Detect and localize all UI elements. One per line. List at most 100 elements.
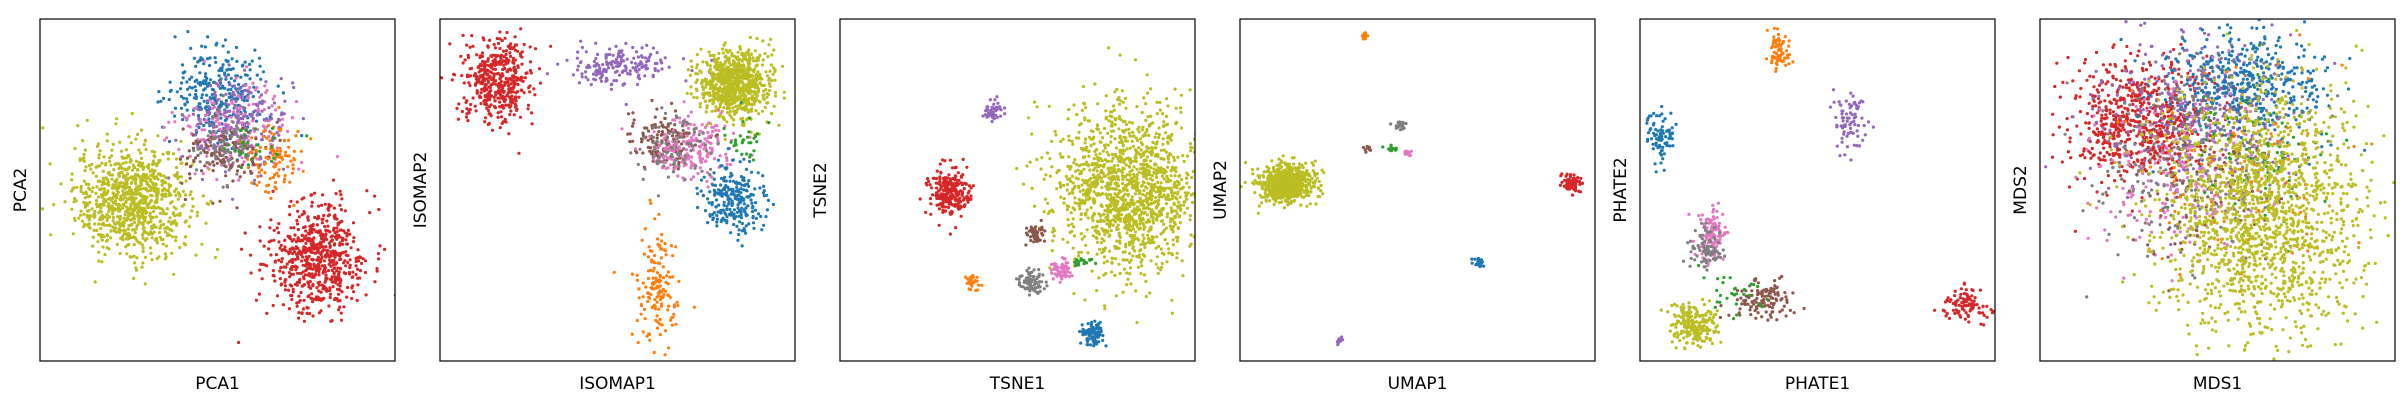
data-point	[229, 115, 233, 119]
data-point	[277, 105, 281, 110]
data-point	[255, 183, 259, 187]
data-point	[306, 215, 310, 219]
data-point	[144, 186, 148, 191]
data-point	[739, 191, 743, 195]
cluster-1	[40, 111, 220, 286]
data-point	[251, 81, 255, 85]
data-point	[612, 79, 616, 83]
data-point	[332, 206, 336, 210]
data-point	[706, 151, 710, 155]
data-point	[699, 47, 703, 51]
data-point	[736, 203, 740, 207]
data-point	[63, 200, 67, 204]
data-point	[680, 142, 684, 146]
data-point	[214, 125, 218, 129]
cluster-1	[1015, 46, 1195, 325]
data-point	[712, 177, 716, 181]
data-point	[308, 274, 312, 278]
data-point	[652, 261, 657, 265]
data-point	[82, 225, 86, 229]
data-point	[682, 157, 686, 161]
data-point	[751, 221, 756, 225]
data-point	[245, 65, 249, 69]
data-point	[212, 101, 216, 105]
data-point	[289, 226, 293, 230]
data-point	[690, 69, 694, 73]
data-point	[359, 261, 364, 265]
data-point	[708, 67, 712, 71]
data-point	[219, 140, 223, 144]
data-point	[471, 44, 475, 48]
data-point	[102, 155, 106, 159]
data-point	[195, 214, 199, 218]
data-point	[719, 183, 723, 187]
data-point	[731, 201, 735, 206]
data-point	[730, 54, 734, 58]
data-point	[660, 106, 664, 110]
data-point	[717, 51, 721, 56]
data-point	[291, 290, 295, 294]
data-point	[745, 67, 749, 71]
data-point	[1135, 320, 1139, 325]
data-point	[483, 120, 487, 124]
data-point	[91, 244, 95, 248]
data-point	[218, 122, 222, 126]
data-point	[614, 64, 619, 68]
data-point	[328, 292, 333, 296]
data-point	[478, 95, 482, 99]
data-point	[300, 284, 304, 288]
data-point	[206, 57, 210, 61]
data-point	[732, 215, 736, 219]
data-point	[146, 176, 150, 180]
data-point	[586, 78, 590, 82]
data-point	[459, 54, 463, 58]
data-point	[466, 56, 471, 60]
data-point	[737, 63, 741, 67]
data-point	[151, 181, 155, 185]
data-point	[122, 221, 126, 225]
data-point	[738, 45, 742, 49]
data-point	[224, 155, 228, 159]
data-point	[256, 111, 260, 115]
data-point	[662, 164, 666, 168]
data-point	[233, 79, 237, 83]
data-point	[132, 165, 136, 169]
data-point	[109, 198, 114, 202]
data-point	[322, 259, 326, 263]
data-point	[94, 165, 98, 169]
data-point	[663, 116, 667, 120]
data-point	[304, 241, 308, 245]
data-point	[248, 86, 252, 90]
data-point	[637, 287, 641, 291]
data-point	[232, 130, 237, 134]
data-point	[228, 150, 232, 155]
data-point	[235, 172, 239, 176]
data-point	[149, 251, 153, 255]
data-point	[642, 307, 647, 311]
data-point	[696, 205, 700, 210]
data-point	[489, 54, 493, 58]
data-point	[247, 103, 251, 107]
data-point	[677, 164, 681, 168]
data-point	[726, 185, 730, 189]
data-point	[189, 190, 193, 194]
data-point	[636, 75, 640, 79]
data-point	[133, 180, 138, 184]
data-point	[767, 88, 772, 93]
data-point	[95, 205, 99, 209]
data-point	[693, 166, 697, 170]
data-point	[761, 58, 765, 62]
data-point	[698, 102, 703, 106]
data-point	[96, 195, 100, 199]
data-point	[184, 243, 188, 247]
data-point	[92, 215, 96, 219]
data-point	[662, 160, 667, 165]
data-point	[695, 66, 699, 70]
data-point	[701, 88, 706, 92]
data-point	[465, 43, 469, 47]
data-point	[617, 73, 622, 77]
data-point	[721, 192, 725, 196]
data-point	[243, 136, 247, 140]
data-point	[712, 57, 717, 61]
data-point	[513, 82, 517, 86]
